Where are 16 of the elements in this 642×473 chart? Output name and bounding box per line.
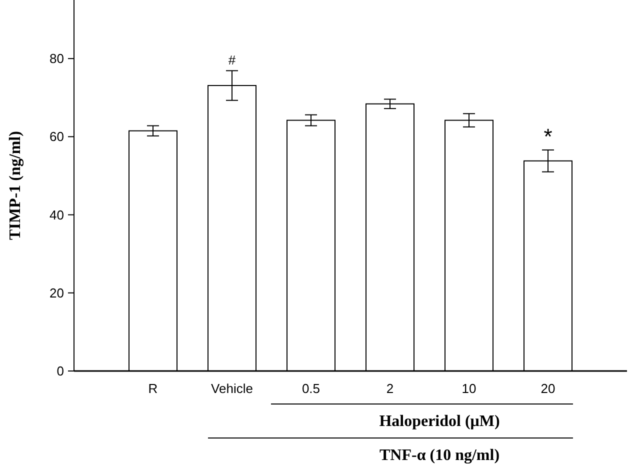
x-tick-label: 10 bbox=[462, 381, 476, 396]
x-tick-label: 2 bbox=[386, 381, 394, 396]
annotation: # bbox=[228, 52, 236, 68]
y-axis-title: TIMP-1 (ng/ml) bbox=[7, 131, 24, 240]
y-tick-label: 60 bbox=[50, 129, 64, 144]
y-tick-label: 80 bbox=[50, 51, 64, 66]
x-tick-label: R bbox=[148, 381, 158, 396]
y-tick-label: 40 bbox=[50, 207, 64, 222]
text: TNF-α (10 ng/ml) bbox=[379, 447, 500, 464]
annotation: * bbox=[544, 124, 553, 149]
y-tick-label: 0 bbox=[56, 364, 64, 379]
x-tick-label: 20 bbox=[540, 381, 556, 396]
text: Haloperidol (μM) bbox=[379, 413, 500, 430]
y-tick-label: 20 bbox=[50, 285, 64, 300]
x-tick-label: 0.5 bbox=[302, 381, 320, 396]
x-tick-label: Vehicle bbox=[211, 381, 253, 396]
